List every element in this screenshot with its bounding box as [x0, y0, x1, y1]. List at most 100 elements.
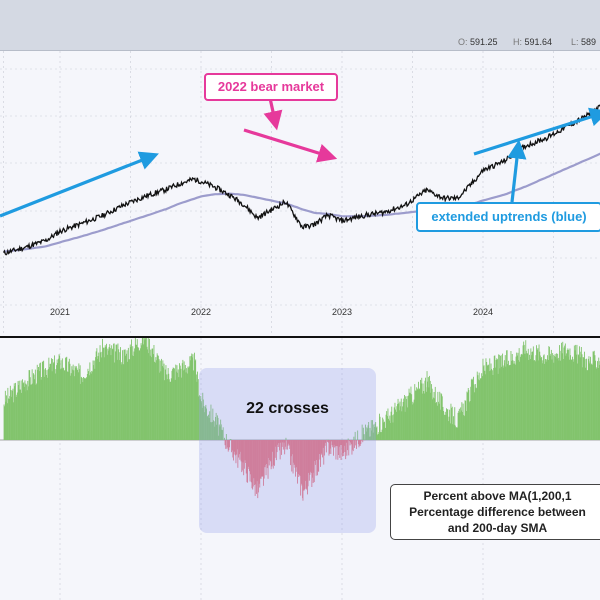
uptrend-arrow-2021 — [0, 151, 159, 218]
indicator-bar — [505, 366, 507, 440]
indicator-bar — [141, 345, 143, 440]
indicator-bar — [54, 355, 55, 440]
indicator-bar — [268, 440, 270, 458]
indicator-bar — [66, 356, 68, 440]
indicator-bar — [293, 440, 295, 463]
indicator-bar — [349, 440, 350, 442]
indicator-bar — [478, 372, 480, 440]
uptrend-arrow-2024 — [473, 107, 600, 156]
indicator-bar — [595, 360, 596, 440]
indicator-bar — [214, 421, 216, 440]
indicator-bar — [553, 362, 555, 440]
indicator-bar — [529, 359, 531, 440]
indicator-bar — [114, 362, 116, 440]
indicator-bar — [380, 432, 382, 440]
indicator-bar — [195, 374, 197, 440]
indicator-bar — [220, 419, 222, 440]
indicator-bar — [403, 398, 405, 440]
indicator-bar — [540, 357, 542, 440]
indicator-bar — [362, 440, 364, 443]
indicator-bar — [97, 356, 99, 440]
indicator-bar — [392, 422, 394, 440]
indicator-bar — [57, 362, 59, 440]
indicator-bar — [338, 440, 340, 447]
indicator-bar — [449, 409, 451, 440]
indicator-bar — [224, 440, 226, 446]
indicator-bar — [107, 348, 109, 440]
indicator-bar — [70, 375, 72, 440]
indicator-bar — [584, 367, 586, 440]
indicator-bar — [420, 383, 422, 440]
indicator-bar — [205, 404, 207, 440]
indicator-bar — [303, 440, 305, 491]
indicator-bar — [305, 440, 306, 481]
indicator-bar — [470, 379, 472, 440]
indicator-bar — [167, 368, 169, 440]
indicator-bar — [73, 370, 75, 440]
indicator-bar — [108, 350, 109, 440]
indicator-bar — [256, 440, 258, 482]
indicator-bar — [279, 440, 280, 451]
indicator-bar — [259, 440, 261, 488]
indicator-bar — [318, 440, 320, 472]
indicator-bar — [261, 440, 263, 477]
indicator-bar — [295, 440, 296, 477]
indicator-bar — [502, 365, 504, 440]
indicator-bar — [399, 401, 401, 440]
indicator-bar — [202, 399, 204, 440]
indicator-bar — [428, 387, 430, 440]
indicator-bar — [29, 377, 31, 440]
indicator-bar — [478, 379, 479, 440]
indicator-bar — [429, 375, 430, 440]
indicator-bar — [570, 355, 571, 440]
indicator-bar — [124, 349, 125, 440]
indicator-bar — [554, 353, 556, 440]
indicator-bar — [397, 398, 399, 440]
indicator-bar — [185, 372, 187, 440]
indicator-bar — [585, 359, 587, 440]
indicator-bar — [491, 370, 493, 440]
indicator-bar — [491, 368, 493, 440]
indicator-bar — [379, 413, 380, 440]
indicator-bar — [582, 367, 584, 440]
indicator-bar — [310, 440, 312, 473]
indicator-bar — [573, 345, 575, 440]
x-tick-label: 2021 — [50, 307, 70, 317]
indicator-bar — [316, 440, 318, 460]
indicator-bar — [290, 440, 291, 466]
indicator-bar — [442, 406, 444, 440]
indicator-bar — [557, 353, 559, 440]
indicator-bar — [243, 440, 245, 469]
indicator-bar — [33, 373, 34, 440]
indicator-bar — [149, 355, 151, 440]
indicator-bar — [415, 390, 416, 440]
indicator-bar — [567, 356, 569, 440]
indicator-bar — [581, 354, 583, 440]
indicator-bar — [450, 403, 452, 440]
indicator-bar — [315, 440, 317, 476]
indicator-bar — [120, 364, 122, 440]
indicator-bar — [159, 372, 161, 440]
indicator-bar — [311, 440, 313, 487]
indicator-bar — [118, 349, 120, 440]
indicator-bar — [483, 365, 485, 440]
indicator-bar — [282, 440, 284, 450]
indicator-bar — [210, 404, 212, 440]
indicator-bar — [122, 364, 124, 440]
indicator-bar — [381, 429, 383, 440]
indicator-bar — [549, 347, 550, 440]
open-readout: O: 591.25 — [458, 37, 498, 47]
indicator-bar — [385, 414, 387, 440]
indicator-bar — [81, 377, 83, 440]
indicator-bar — [365, 424, 366, 440]
indicator-bar — [45, 368, 46, 440]
indicator-bar — [63, 370, 65, 440]
indicator-bar — [382, 417, 384, 440]
indicator-bar — [566, 350, 568, 440]
indicator-bar — [58, 354, 60, 440]
indicator-bar — [236, 440, 238, 455]
indicator-bar — [67, 371, 69, 440]
indicator-bar — [216, 424, 218, 440]
indicator-bar — [209, 411, 211, 440]
indicator-bar — [291, 440, 293, 455]
